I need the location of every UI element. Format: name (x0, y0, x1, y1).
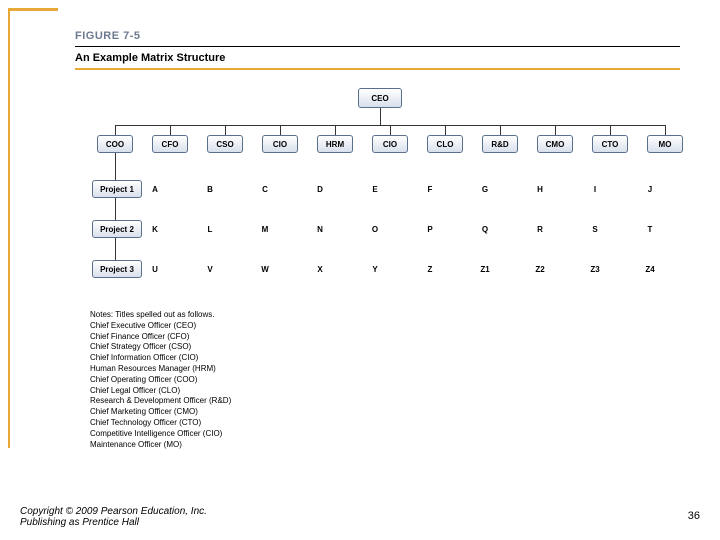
matrix-cell-2-0: U (140, 265, 170, 274)
notes-line-10: Competitive Intelligence Officer (CIO) (90, 429, 231, 440)
project-box-2: Project 2 (92, 220, 142, 238)
matrix-cell-0-4: E (360, 185, 390, 194)
matrix-cell-1-6: Q (470, 225, 500, 234)
dept-box-mo: MO (647, 135, 683, 153)
figure-label: FIGURE 7-5 (75, 30, 141, 42)
ceo-connector (380, 108, 381, 125)
copyright-line2: Publishing as Prentice Hall (20, 517, 139, 528)
ceo-box: CEO (358, 88, 402, 108)
matrix-cell-0-0: A (140, 185, 170, 194)
dept-box-cto: CTO (592, 135, 628, 153)
project-box-3: Project 3 (92, 260, 142, 278)
dept-box-cfo: CFO (152, 135, 188, 153)
matrix-cell-2-8: Z3 (580, 265, 610, 274)
dept-box-coo: COO (97, 135, 133, 153)
dept-box-cio: CIO (262, 135, 298, 153)
dept-drop-5 (390, 125, 391, 135)
figure-title: An Example Matrix Structure (75, 52, 225, 64)
dept-drop-4 (335, 125, 336, 135)
notes-line-11: Maintenance Officer (MO) (90, 440, 231, 451)
matrix-diagram: CEOCOOCFOCSOCIOHRMCIOCLOR&DCMOCTOMOProje… (70, 80, 690, 300)
matrix-cell-1-1: L (195, 225, 225, 234)
notes-line-0: Chief Executive Officer (CEO) (90, 321, 231, 332)
matrix-cell-2-6: Z1 (470, 265, 500, 274)
dept-box-hrm: HRM (317, 135, 353, 153)
notes-line-3: Chief Information Officer (CIO) (90, 353, 231, 364)
page-number: 36 (688, 510, 700, 522)
dept-drop-10 (665, 125, 666, 135)
rule-accent (75, 68, 680, 70)
dept-box-cio: CIO (372, 135, 408, 153)
matrix-cell-1-9: T (635, 225, 665, 234)
matrix-cell-2-7: Z2 (525, 265, 555, 274)
dept-drop-7 (500, 125, 501, 135)
matrix-cell-1-4: O (360, 225, 390, 234)
matrix-cell-1-3: N (305, 225, 335, 234)
dept-drop-1 (170, 125, 171, 135)
accent-border-top (8, 8, 58, 11)
notes-header: Notes: Titles spelled out as follows. (90, 310, 231, 321)
dept-drop-6 (445, 125, 446, 135)
dept-box-rd: R&D (482, 135, 518, 153)
matrix-cell-2-3: X (305, 265, 335, 274)
notes-line-4: Human Resources Manager (HRM) (90, 364, 231, 375)
dept-drop-3 (280, 125, 281, 135)
matrix-cell-2-9: Z4 (635, 265, 665, 274)
dept-box-cso: CSO (207, 135, 243, 153)
matrix-cell-1-2: M (250, 225, 280, 234)
copyright-line1: Copyright © 2009 Pearson Education, Inc. (20, 506, 207, 517)
rule-top (75, 46, 680, 47)
dept-drop-8 (555, 125, 556, 135)
matrix-cell-2-2: W (250, 265, 280, 274)
notes-line-2: Chief Strategy Officer (CSO) (90, 342, 231, 353)
matrix-cell-0-5: F (415, 185, 445, 194)
dept-drop-0 (115, 125, 116, 135)
matrix-cell-2-1: V (195, 265, 225, 274)
matrix-cell-0-7: H (525, 185, 555, 194)
dept-drop-2 (225, 125, 226, 135)
matrix-cell-0-6: G (470, 185, 500, 194)
dept-box-cmo: CMO (537, 135, 573, 153)
accent-border-left (8, 8, 10, 448)
matrix-cell-2-4: Y (360, 265, 390, 274)
notes-line-9: Chief Technology Officer (CTO) (90, 418, 231, 429)
notes-line-6: Chief Legal Officer (CLO) (90, 386, 231, 397)
dept-box-clo: CLO (427, 135, 463, 153)
matrix-cell-1-5: P (415, 225, 445, 234)
matrix-cell-1-7: R (525, 225, 555, 234)
matrix-cell-0-8: I (580, 185, 610, 194)
notes-block: Notes: Titles spelled out as follows.Chi… (90, 310, 231, 450)
matrix-cell-0-9: J (635, 185, 665, 194)
dept-drop-9 (610, 125, 611, 135)
notes-line-1: Chief Finance Officer (CFO) (90, 332, 231, 343)
notes-line-7: Research & Development Officer (R&D) (90, 396, 231, 407)
matrix-cell-0-3: D (305, 185, 335, 194)
matrix-cell-1-8: S (580, 225, 610, 234)
notes-line-5: Chief Operating Officer (COO) (90, 375, 231, 386)
copyright-footer: Copyright © 2009 Pearson Education, Inc.… (20, 506, 207, 528)
notes-line-8: Chief Marketing Officer (CMO) (90, 407, 231, 418)
coo-vertical (115, 153, 116, 269)
matrix-cell-2-5: Z (415, 265, 445, 274)
project-box-1: Project 1 (92, 180, 142, 198)
matrix-cell-0-1: B (195, 185, 225, 194)
matrix-cell-0-2: C (250, 185, 280, 194)
matrix-cell-1-0: K (140, 225, 170, 234)
